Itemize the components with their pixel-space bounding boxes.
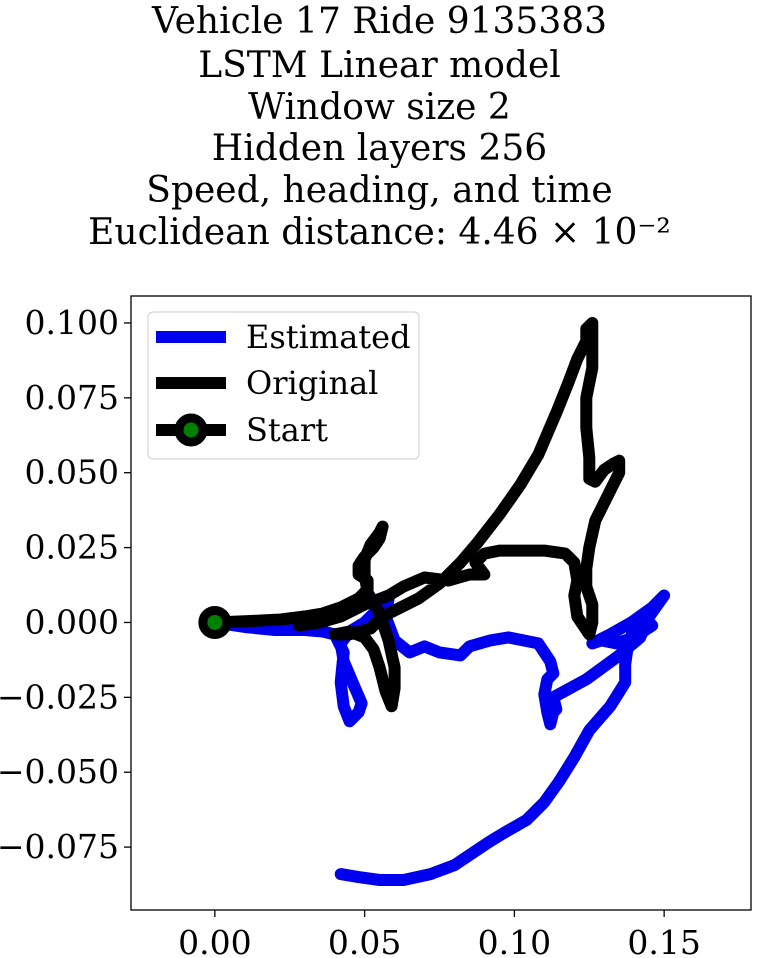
x-tick-label: 0.10 — [478, 923, 551, 958]
legend-original-label: Original — [246, 364, 378, 402]
legend-start-marker — [174, 413, 208, 447]
y-tick-label: 0.025 — [25, 528, 119, 567]
x-tick-label: 0.15 — [627, 923, 700, 958]
chart-title-line-1: Vehicle 17 Ride 9135383 — [151, 1, 608, 42]
axis-ticks: 0.00 0.05 0.10 0.15 0.100 0.075 0.050 0.025 0.00… — [0, 303, 701, 958]
y-tick-label: −0.050 — [0, 752, 119, 791]
series-estimated-line — [208, 589, 671, 886]
series-start-marker — [198, 605, 232, 639]
y-tick-label: −0.025 — [0, 677, 119, 716]
chart-title-line-2: LSTM Linear model — [198, 45, 561, 86]
x-tick-label: 0.05 — [328, 923, 401, 958]
y-tick-label: 0.075 — [25, 378, 119, 417]
y-tick-label: 0.050 — [25, 453, 119, 492]
series-original-line — [208, 317, 626, 713]
plot-series — [198, 317, 671, 886]
chart-title-line-5: Speed, heading, and time — [146, 170, 613, 211]
legend-box — [147, 311, 420, 460]
plot-frame — [130, 295, 752, 911]
legend-estimated-label: Estimated — [246, 318, 411, 356]
x-tick-label: 0.00 — [178, 923, 251, 958]
y-tick-label: 0.000 — [25, 602, 119, 641]
chart-title-line-6: Euclidean distance: 4.46 × 10⁻² — [88, 212, 671, 253]
legend-start-label: Start — [246, 411, 328, 449]
chart-title-line-3: Window size 2 — [248, 87, 511, 128]
y-tick-label: 0.100 — [25, 303, 119, 342]
legend: Estimated Original Start — [147, 311, 420, 460]
y-tick-label: −0.075 — [0, 827, 119, 866]
chart-title-line-4: Hidden layers 256 — [211, 128, 548, 169]
